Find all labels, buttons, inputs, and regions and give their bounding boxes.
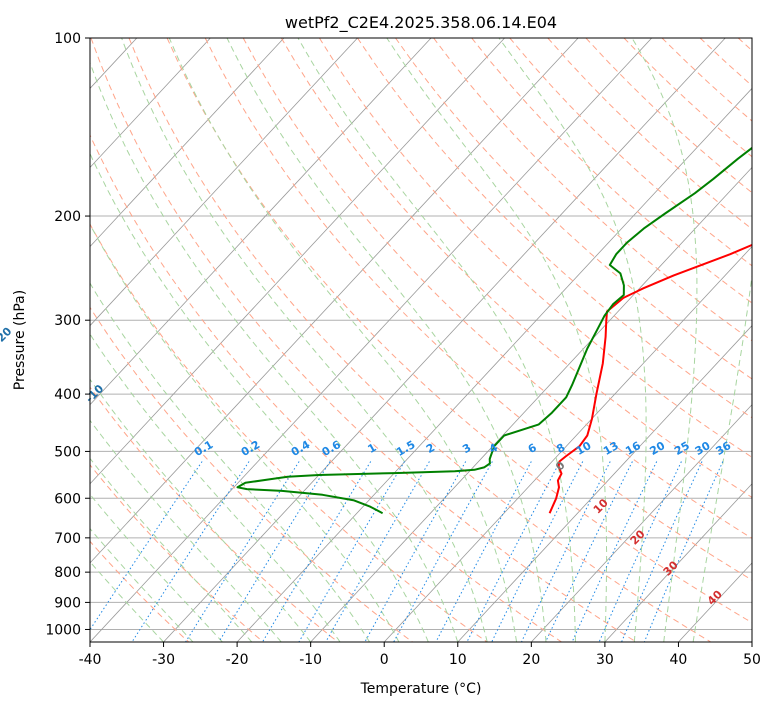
x-tick-label: -20 bbox=[226, 652, 249, 668]
mixing-ratio-line bbox=[364, 461, 467, 642]
moist-adiabat-line bbox=[90, 419, 282, 642]
profile-lines bbox=[236, 146, 752, 515]
temperature-profile-line bbox=[548, 243, 752, 514]
moist-adiabat-line bbox=[90, 333, 341, 642]
mixing-ratio-line bbox=[521, 461, 611, 642]
y-tick-label: 300 bbox=[54, 313, 81, 329]
dry-adiabat-line bbox=[433, 38, 752, 342]
plot-frame bbox=[89, 37, 753, 643]
moist-adiabat-line bbox=[90, 223, 400, 642]
y-tick-label: 800 bbox=[54, 565, 81, 581]
y-tick-label: 200 bbox=[54, 209, 81, 225]
y-axis-label: Pressure (hPa) bbox=[12, 290, 28, 390]
isotherm-line bbox=[0, 38, 63, 642]
isotherm-line bbox=[90, 38, 579, 564]
isotherm-line bbox=[531, 404, 752, 642]
mixing-ratio-line bbox=[185, 461, 300, 642]
isotherm-line bbox=[457, 325, 752, 642]
mixing-ratio-line bbox=[393, 461, 493, 642]
moist-adiabat-line bbox=[631, 38, 698, 642]
x-axis: -40 -30 -20 -10 0 10 20 30 40 50 bbox=[79, 642, 761, 668]
moist-adiabat-line bbox=[226, 38, 547, 642]
y-tick-label: 700 bbox=[54, 531, 81, 547]
x-tick-label: 20 bbox=[522, 652, 540, 668]
mixing-ratio-line bbox=[131, 461, 250, 642]
mixing-ratio-line bbox=[262, 461, 372, 642]
moist-adiabat-line bbox=[297, 38, 576, 642]
isotherm-line bbox=[236, 87, 752, 642]
mixing-ratio-line bbox=[545, 461, 633, 642]
moist-adiabat-line bbox=[90, 378, 312, 642]
isotherm-line bbox=[604, 483, 752, 642]
dry-adiabat-line bbox=[204, 38, 752, 581]
dry-adiabat-line bbox=[471, 38, 752, 304]
moist-adiabat-line bbox=[692, 271, 752, 642]
dry-adiabat-line bbox=[90, 386, 339, 642]
plot-area bbox=[90, 38, 752, 642]
background-lines bbox=[0, 38, 752, 642]
isotherm-line bbox=[90, 38, 432, 406]
y-tick-label: 100 bbox=[54, 31, 81, 47]
dry-adiabat-line bbox=[128, 38, 712, 642]
mixing-ratio-line bbox=[571, 461, 658, 642]
isotherm-line bbox=[383, 245, 752, 642]
x-axis-label: Temperature (°C) bbox=[360, 681, 482, 697]
y-tick-label: 500 bbox=[54, 444, 81, 460]
isotherm-line bbox=[90, 38, 505, 485]
chart-title: wetPf2_C2E4.2025.358.06.14.E04 bbox=[285, 13, 557, 33]
moist-adiabat-line bbox=[90, 282, 370, 642]
moist-adiabat-line bbox=[90, 152, 429, 642]
dry-adiabat-line bbox=[90, 306, 413, 642]
mixing-ratio-line bbox=[598, 461, 682, 642]
dry-adiabat-line bbox=[90, 540, 190, 642]
x-tick-label: -40 bbox=[79, 652, 102, 668]
x-tick-label: 50 bbox=[743, 652, 761, 668]
x-tick-label: 40 bbox=[670, 652, 688, 668]
isotherm-line bbox=[90, 38, 211, 169]
moist-adiabat-line bbox=[121, 38, 488, 642]
moist-adiabat-line bbox=[498, 38, 647, 642]
dry-adiabat-line bbox=[90, 223, 488, 642]
x-tick-label: -10 bbox=[299, 652, 322, 668]
mixing-ratio-line bbox=[90, 461, 203, 631]
mixing-ratio-line bbox=[643, 461, 724, 642]
y-tick-label: 400 bbox=[54, 387, 81, 403]
y-axis: 100 200 300 400 500 600 700 800 900 1000 bbox=[45, 31, 90, 638]
isotherm-line bbox=[90, 38, 653, 642]
y-tick-label: 900 bbox=[54, 595, 81, 611]
mixing-ratio-line bbox=[621, 461, 703, 642]
dry-adiabat-line bbox=[90, 133, 562, 642]
dewpoint-profile-line bbox=[236, 146, 752, 515]
moist-adiabat-line bbox=[168, 38, 518, 642]
y-tick-label: 1000 bbox=[45, 622, 81, 638]
x-tick-label: 0 bbox=[380, 652, 389, 668]
dry-adiabat-line bbox=[90, 38, 637, 642]
mixing-ratio-line bbox=[218, 461, 331, 642]
moist-adiabat-line bbox=[386, 38, 608, 642]
x-tick-label: 10 bbox=[449, 652, 467, 668]
isotherm-line bbox=[751, 641, 752, 642]
moist-adiabat-line bbox=[90, 61, 459, 642]
mixing-ratio-line bbox=[491, 461, 584, 642]
x-tick-label: -30 bbox=[152, 652, 175, 668]
x-tick-label: 30 bbox=[596, 652, 614, 668]
dry-adiabat-line bbox=[242, 38, 752, 539]
dry-adiabat-line bbox=[90, 464, 264, 642]
dry-adiabat-line bbox=[166, 38, 752, 624]
isotherm-line bbox=[90, 38, 285, 248]
dry-adiabat-line bbox=[280, 38, 752, 499]
y-tick-label: 600 bbox=[54, 491, 81, 507]
isotherm-line bbox=[90, 38, 358, 327]
